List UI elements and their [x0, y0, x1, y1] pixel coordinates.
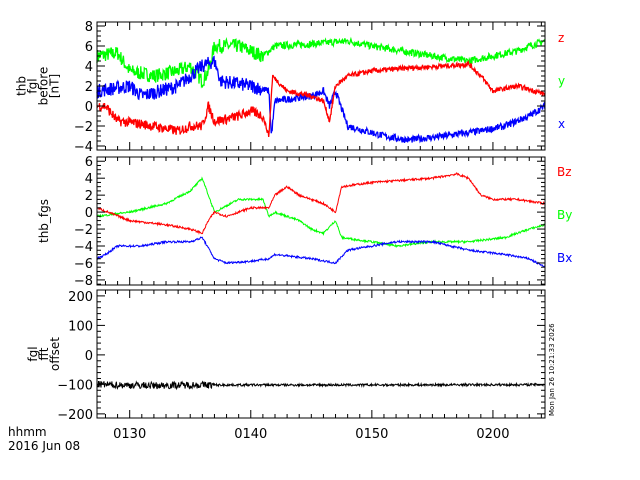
series-By [96, 176, 546, 249]
x-tick-label: 0140 [234, 427, 267, 442]
y-tick-label: 0 [85, 206, 93, 221]
y-axis-label: before [37, 67, 51, 106]
series-z [96, 59, 546, 137]
y-tick-label: 2 [85, 80, 93, 95]
legend-label-z: z [558, 31, 564, 45]
y-tick-label: −8 [74, 274, 93, 289]
x-axis-label: hhmm [8, 425, 47, 439]
x-tick-label: 0130 [113, 427, 146, 442]
y-tick-label: 6 [85, 40, 93, 55]
series-y [96, 36, 546, 89]
y-tick-label: 0 [85, 100, 93, 115]
y-tick-label: 6 [85, 155, 93, 170]
y-tick-label: −2 [74, 120, 93, 135]
y-axis-label: fgl [26, 346, 40, 361]
y-axis-label: thb_fgs [37, 199, 51, 243]
legend-label-By: By [557, 208, 572, 222]
y-tick-label: −4 [74, 240, 93, 255]
y-tick-label: 4 [85, 60, 93, 75]
y-tick-label: −4 [74, 140, 93, 155]
legend-label-Bx: Bx [557, 251, 572, 265]
y-axis-label: fgl [26, 78, 40, 93]
y-tick-label: 2 [85, 189, 93, 204]
date-label: 2016 Jun 08 [8, 439, 80, 453]
series-offset [96, 380, 546, 391]
y-tick-label: 8 [85, 20, 93, 35]
series-x [96, 55, 546, 144]
y-tick-label: −2 [74, 223, 93, 238]
series-Bz [96, 172, 546, 235]
legend-label-x: x [558, 117, 565, 131]
y-tick-label: 0 [85, 349, 93, 364]
x-tick-label: 0150 [355, 427, 388, 442]
legend-label-y: y [558, 74, 565, 88]
panel-2: 6 4 2 0 −2 −4 −6 −8 thb_fgs Bz By Bx [37, 155, 572, 289]
creation-timestamp: Mon Jan 26 10:21:33 2026 [548, 323, 556, 416]
y-tick-label: −6 [74, 257, 93, 272]
x-tick-label: 0200 [476, 427, 509, 442]
series-Bx [96, 236, 546, 268]
y-tick-label: 4 [85, 172, 93, 187]
y-tick-label: 200 [68, 290, 93, 305]
panel-frame [96, 156, 546, 286]
y-axis-label: [nT] [48, 74, 62, 98]
y-tick-label: 100 [68, 319, 93, 334]
y-tick-label: −100 [57, 378, 93, 393]
y-axis-label: fft [37, 347, 51, 360]
y-tick-label: −200 [57, 408, 93, 423]
panel-frame [96, 289, 546, 419]
legend-label-Bz: Bz [557, 165, 572, 179]
y-axis-label: offset [48, 337, 62, 371]
y-axis-label: thb [15, 76, 29, 96]
